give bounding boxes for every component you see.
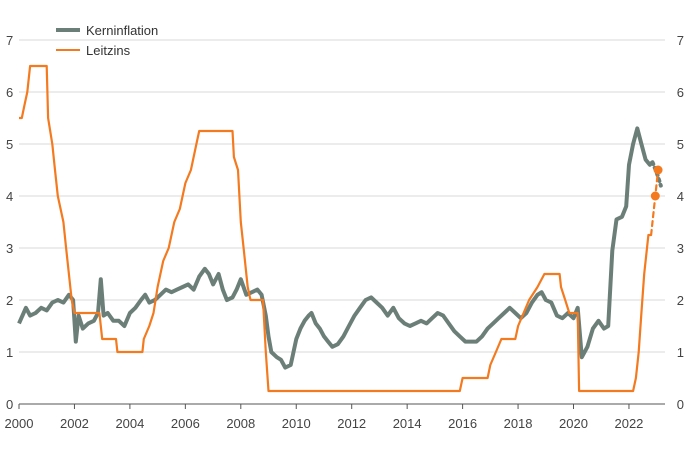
y-tick-label-left-6: 6 — [6, 85, 13, 100]
y-tick-label-left-4: 4 — [6, 189, 13, 204]
x-tick-label-2010: 2010 — [282, 416, 311, 431]
y-axis-left: 0 1 2 3 4 5 6 7 — [6, 33, 13, 412]
y-tick-label-right-0: 0 — [677, 397, 684, 412]
x-tick-label-2012: 2012 — [337, 416, 366, 431]
y-tick-label-right-3: 3 — [677, 241, 684, 256]
y-tick-label-right-1: 1 — [677, 345, 684, 360]
legend-label-kerninflation: Kerninflation — [86, 22, 159, 38]
projection-marker-leitzins-0 — [650, 191, 660, 201]
legend-swatch-kerninflation — [56, 28, 80, 32]
y-tick-label-left-1: 1 — [6, 345, 13, 360]
x-tick-label-2004: 2004 — [115, 416, 144, 431]
series-line-kerninflation — [17, 126, 654, 370]
x-tick-label-2020: 2020 — [559, 416, 588, 431]
x-tick-label-2008: 2008 — [226, 416, 255, 431]
x-tick-label-2002: 2002 — [60, 416, 89, 431]
legend-swatch-leitzins — [56, 49, 80, 51]
y-axis-right: 0 1 2 3 4 5 6 7 — [677, 33, 684, 412]
legend: Kerninflation Leitzins — [56, 20, 158, 60]
x-tick-label-2016: 2016 — [448, 416, 477, 431]
y-tick-label-left-3: 3 — [6, 241, 13, 256]
series-projection-leitzins — [650, 168, 660, 237]
y-tick-label-right-5: 5 — [677, 137, 684, 152]
legend-label-leitzins: Leitzins — [86, 42, 131, 58]
x-tick-label-2006: 2006 — [171, 416, 200, 431]
series-line-leitzins — [19, 64, 652, 393]
y-tick-label-right-2: 2 — [677, 293, 684, 308]
legend-item-kerninflation: Kerninflation — [56, 20, 158, 40]
series-group — [17, 64, 663, 393]
y-tick-label-right-6: 6 — [677, 85, 684, 100]
x-tick-label-2018: 2018 — [504, 416, 533, 431]
projection-marker-leitzins-1 — [653, 165, 663, 175]
y-tick-label-left-7: 7 — [6, 33, 13, 48]
grid-lines — [19, 39, 665, 353]
y-tick-label-left-2: 2 — [6, 293, 13, 308]
legend-item-leitzins: Leitzins — [56, 40, 158, 60]
x-tick-label-2022: 2022 — [614, 416, 643, 431]
y-tick-label-left-0: 0 — [6, 397, 13, 412]
y-tick-label-right-7: 7 — [677, 33, 684, 48]
y-tick-label-left-5: 5 — [6, 137, 13, 152]
x-axis: 2000 2002 2004 2006 2008 2010 2012 2014 2016 2018… — [5, 403, 665, 431]
x-tick-label-2000: 2000 — [5, 416, 34, 431]
x-tick-label-2014: 2014 — [393, 416, 422, 431]
y-tick-label-right-4: 4 — [677, 189, 684, 204]
